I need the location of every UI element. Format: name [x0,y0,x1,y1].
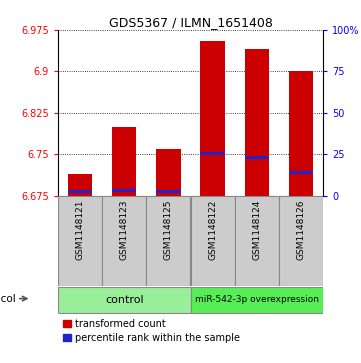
Text: miR-542-3p overexpression: miR-542-3p overexpression [195,295,319,305]
Bar [156,190,180,193]
Bar [102,196,146,286]
Bar [200,152,225,155]
Text: control: control [105,295,144,305]
Bar [245,49,269,196]
Text: GSM1148126: GSM1148126 [296,200,305,260]
Bar [245,156,269,159]
Bar [112,127,136,196]
Bar [68,190,92,193]
Bar [191,287,323,313]
Bar [289,72,313,196]
Bar [200,41,225,196]
Text: GSM1148121: GSM1148121 [75,200,84,260]
Bar [235,196,279,286]
Text: protocol: protocol [0,294,16,303]
Text: GSM1148125: GSM1148125 [164,200,173,260]
Bar [58,287,191,313]
Bar [156,149,180,196]
Text: GSM1148124: GSM1148124 [252,200,261,260]
Bar [146,196,191,286]
Bar [68,174,92,196]
Text: GSM1148122: GSM1148122 [208,200,217,260]
Bar [191,196,235,286]
Title: GDS5367 / ILMN_1651408: GDS5367 / ILMN_1651408 [109,16,273,29]
Legend: transformed count, percentile rank within the sample: transformed count, percentile rank withi… [63,319,240,343]
Text: GSM1148123: GSM1148123 [120,200,129,260]
Bar [279,196,323,286]
Bar [112,189,136,192]
Bar [289,171,313,174]
Bar [58,196,102,286]
